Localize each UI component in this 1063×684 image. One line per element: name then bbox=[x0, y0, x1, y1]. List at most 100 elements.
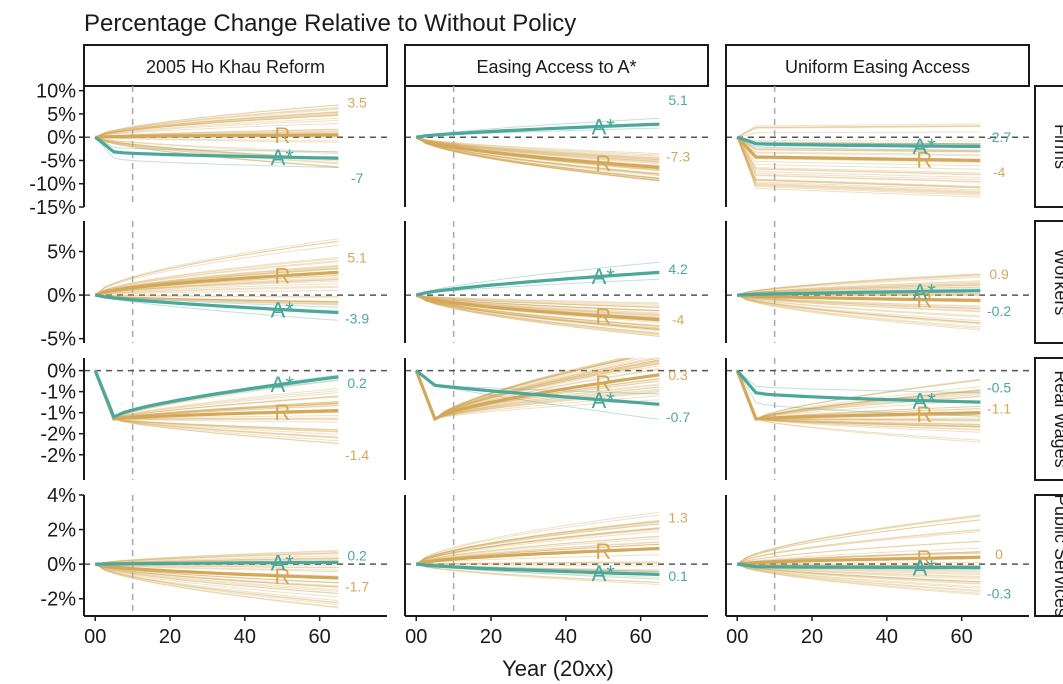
r-scenario-line bbox=[415, 527, 660, 565]
r-series-label: R bbox=[595, 304, 611, 329]
r-scenario-line bbox=[415, 136, 660, 180]
r-scenario-line bbox=[736, 136, 981, 175]
r-scenario-line bbox=[737, 294, 981, 325]
r-scenario-line bbox=[737, 563, 981, 567]
r-scenario-line bbox=[736, 137, 981, 195]
r-series-label: R bbox=[274, 564, 290, 589]
r-scenario-line bbox=[736, 137, 981, 193]
r-scenario-line bbox=[416, 294, 660, 312]
r-scenario-line bbox=[416, 541, 660, 565]
r-scenario-line bbox=[94, 244, 339, 296]
r-scenario-line bbox=[95, 117, 339, 138]
r-scenario-line bbox=[94, 370, 339, 442]
r-scenario-line bbox=[736, 136, 981, 183]
r-scenario-line bbox=[95, 550, 339, 565]
r-scenario-line bbox=[415, 359, 660, 420]
r-scenario-line bbox=[736, 294, 981, 328]
a-end-value-label: -0.2 bbox=[987, 303, 1011, 319]
r-series-line bbox=[94, 270, 339, 297]
r-scenario-line bbox=[737, 294, 981, 312]
r-scenario-line bbox=[737, 294, 981, 307]
r-end-value-label: 1.3 bbox=[668, 509, 688, 525]
r-scenario-line bbox=[415, 136, 660, 179]
r-scenario-line bbox=[95, 285, 339, 296]
r-scenario-line bbox=[95, 563, 339, 584]
panel-content bbox=[84, 86, 387, 207]
r-scenario-line bbox=[736, 136, 981, 153]
r-scenario-line bbox=[736, 123, 981, 138]
x-tick-label: 60 bbox=[630, 626, 652, 648]
r-scenario-line bbox=[415, 294, 660, 331]
r-scenario-line bbox=[94, 104, 339, 138]
r-scenario-line bbox=[416, 136, 660, 157]
r-scenario-line bbox=[415, 358, 631, 420]
y-tick-label: -5% bbox=[40, 329, 76, 351]
x-tick-label: 60 bbox=[951, 626, 973, 648]
a-series-line bbox=[94, 135, 339, 160]
r-scenario-line bbox=[415, 359, 660, 420]
r-scenario-line bbox=[415, 519, 660, 565]
a-end-value-label: -3.9 bbox=[345, 311, 369, 327]
y-tick-label: 2% bbox=[47, 520, 76, 542]
a-series-label: A* bbox=[592, 388, 616, 413]
r-scenario-line bbox=[736, 370, 981, 420]
r-scenario-line bbox=[415, 514, 660, 565]
r-scenario-line bbox=[95, 563, 339, 569]
panel-content bbox=[84, 358, 387, 480]
r-series-line bbox=[415, 547, 660, 566]
r-scenario-line bbox=[416, 563, 660, 565]
a-scenario-line bbox=[416, 278, 660, 296]
r-scenario-line bbox=[736, 370, 981, 420]
a-series-label: A* bbox=[913, 555, 937, 580]
r-scenario-line bbox=[737, 551, 981, 565]
r-scenario-line bbox=[94, 370, 339, 420]
r-scenario-line bbox=[736, 370, 981, 420]
r-scenario-line bbox=[416, 563, 660, 585]
r-scenario-line bbox=[736, 125, 981, 138]
r-scenario-line bbox=[737, 294, 981, 324]
r-series-label: R bbox=[916, 288, 932, 313]
r-scenario-line bbox=[737, 563, 981, 591]
a-end-value-label: -0.7 bbox=[666, 409, 690, 425]
r-scenario-line bbox=[95, 563, 339, 592]
r-scenario-line bbox=[736, 126, 981, 138]
panel: R A* -1.4 0.2 bbox=[84, 358, 387, 480]
r-scenario-line bbox=[416, 136, 660, 160]
panel: RA* -1.1 -0.5 bbox=[726, 358, 1029, 480]
r-scenario-line bbox=[736, 370, 981, 420]
r-scenario-line bbox=[737, 294, 981, 323]
r-scenario-line bbox=[736, 136, 981, 187]
r-scenario-line bbox=[95, 277, 339, 296]
r-scenario-line bbox=[737, 284, 981, 296]
r-scenario-line bbox=[95, 552, 339, 565]
r-scenario-line bbox=[95, 563, 339, 571]
r-scenario-line bbox=[736, 519, 981, 565]
r-scenario-line bbox=[95, 111, 339, 138]
r-scenario-line bbox=[415, 136, 660, 174]
r-scenario-line bbox=[736, 514, 981, 565]
r-scenario-line bbox=[94, 261, 339, 296]
column-strip-label: Easing Access to A* bbox=[476, 57, 636, 77]
a-series-label: A* bbox=[913, 279, 937, 304]
a-series-line bbox=[736, 562, 981, 570]
r-scenario-line bbox=[94, 240, 339, 296]
r-scenario-line bbox=[95, 136, 339, 164]
r-scenario-line bbox=[416, 136, 660, 159]
r-scenario-line bbox=[95, 557, 339, 565]
panel-content bbox=[726, 86, 1029, 207]
r-scenario-line bbox=[416, 294, 660, 311]
y-tick-label: 0% bbox=[47, 361, 76, 383]
a-series-line bbox=[415, 122, 660, 139]
y-tick-label: -2% bbox=[40, 424, 76, 446]
a-end-value-label: -0.5 bbox=[987, 379, 1011, 395]
r-series-line bbox=[735, 370, 981, 421]
r-scenario-line bbox=[415, 136, 660, 175]
r-scenario-line bbox=[737, 563, 981, 585]
r-scenario-line bbox=[416, 136, 660, 159]
panel: R A* -7.3 5.1 bbox=[405, 86, 708, 207]
a-series-line bbox=[95, 560, 339, 566]
r-scenario-line bbox=[95, 294, 339, 303]
r-scenario-line bbox=[94, 563, 339, 609]
r-scenario-line bbox=[737, 282, 981, 296]
r-scenario-line bbox=[736, 370, 981, 420]
